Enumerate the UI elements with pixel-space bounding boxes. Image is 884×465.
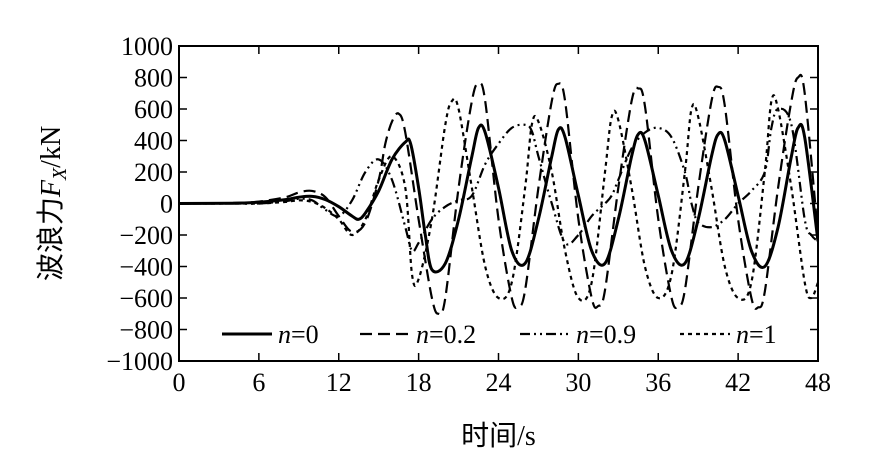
x-tick-label: 0 xyxy=(173,368,186,397)
y-tick-label: 0 xyxy=(160,190,173,219)
y-tick-label: −200 xyxy=(119,221,173,250)
x-tick-label: 12 xyxy=(326,368,352,397)
x-tick-label: 48 xyxy=(805,368,831,397)
y-axis-label-prefix: 波浪力 xyxy=(35,197,67,281)
plot-frame xyxy=(178,45,819,362)
y-tick-label: 600 xyxy=(134,95,173,124)
y-tick-label: 800 xyxy=(134,64,173,93)
x-tick-label: 24 xyxy=(486,368,512,397)
series-line-n=0.2 xyxy=(179,73,818,316)
y-axis-label-sub: X xyxy=(49,167,71,181)
tick-layer: 0 6 12 18 24 30 36 42 48−1000−800−600−400−200020… xyxy=(106,32,831,397)
y-tick-label: 400 xyxy=(134,127,173,156)
legend-label-n=0: n=0 xyxy=(278,320,319,349)
series-line-n=0.9 xyxy=(179,107,818,253)
series-layer xyxy=(179,73,818,316)
y-axis-label-suffix: /kN xyxy=(36,126,67,168)
y-tick-label: 1000 xyxy=(121,32,173,61)
legend: n=0 n=0.2 n=0.9 n=1 xyxy=(222,320,777,349)
y-axis-label: 波浪力FX/kN xyxy=(35,126,71,281)
legend-label-n=1: n=1 xyxy=(736,320,777,349)
y-tick-label: −1000 xyxy=(106,347,173,376)
y-tick-label: 200 xyxy=(134,158,173,187)
x-axis-label: 时间/s xyxy=(461,420,536,452)
x-tick-label: 42 xyxy=(725,368,751,397)
y-axis-label-var: F xyxy=(36,179,67,198)
y-tick-label: −800 xyxy=(119,316,173,345)
legend-label-n=0.2: n=0.2 xyxy=(416,320,476,349)
x-tick-label: 18 xyxy=(406,368,432,397)
series-line-n=0 xyxy=(179,122,818,274)
x-tick-label: 6 xyxy=(252,368,265,397)
series-line-n=1 xyxy=(179,94,818,302)
x-tick-label: 30 xyxy=(565,368,591,397)
x-tick-label: 36 xyxy=(645,368,671,397)
legend-label-n=0.9: n=0.9 xyxy=(576,320,636,349)
y-tick-label: −600 xyxy=(119,284,173,313)
y-tick-label: −400 xyxy=(119,253,173,282)
